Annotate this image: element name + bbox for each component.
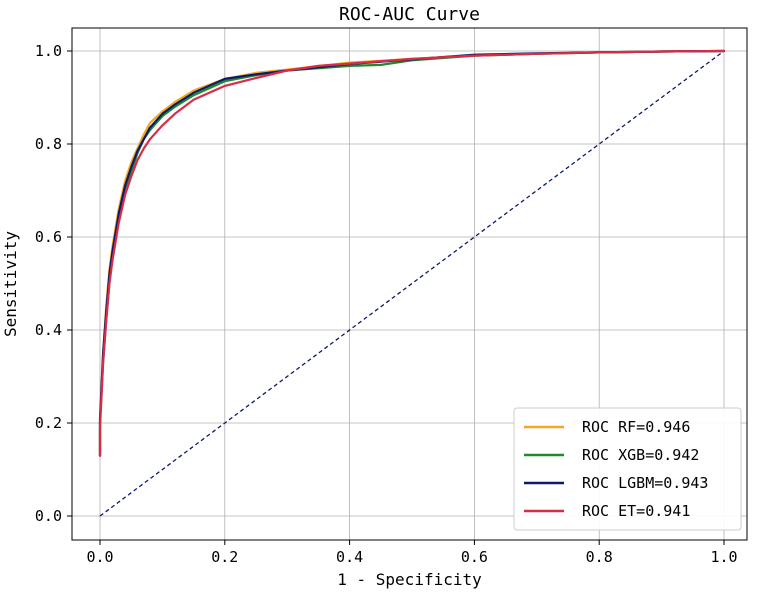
y-tick-label: 0.2: [35, 414, 62, 432]
y-tick-label: 0.0: [35, 507, 62, 525]
y-tick-label: 1.0: [35, 42, 62, 60]
x-axis-label: 1 - Specificity: [337, 570, 482, 589]
y-axis-label: Sensitivity: [1, 231, 20, 337]
x-tick-label: 0.8: [586, 548, 613, 566]
legend: ROC RF=0.946 ROC XGB=0.942 ROC LGBM=0.943 R…: [513, 407, 742, 531]
roc-series: [98, 49, 726, 457]
legend-entry-label: ROC XGB=0.942: [582, 446, 699, 464]
roc-line-series-3: [98, 49, 726, 457]
x-tick-label: 0.0: [86, 548, 113, 566]
chance-diagonal-line: [99, 50, 725, 517]
x-tick-label: 0.6: [461, 548, 488, 566]
legend-entry-label: ROC RF=0.946: [582, 418, 690, 436]
grid: [72, 28, 747, 540]
legend-entry-label: ROC ET=0.941: [582, 502, 690, 520]
legend-entry-label: ROC LGBM=0.943: [582, 474, 708, 492]
x-tick-label: 0.4: [336, 548, 363, 566]
y-tick-label: 0.6: [35, 228, 62, 246]
x-tick-label: 1.0: [710, 548, 737, 566]
legend-box: [513, 407, 742, 531]
axis-ticks: 0.0 0.2 0.4 0.6 0.8 1.0 0.0 0.2 0.4 0.6 0.8 1.0: [35, 42, 738, 566]
y-tick-label: 0.8: [35, 135, 62, 153]
plot-frame: [71, 27, 748, 541]
chart-title: ROC-AUC Curve: [339, 4, 480, 25]
reference-diagonal: [99, 50, 725, 517]
x-tick-label: 0.2: [211, 548, 238, 566]
y-tick-label: 0.4: [35, 321, 62, 339]
